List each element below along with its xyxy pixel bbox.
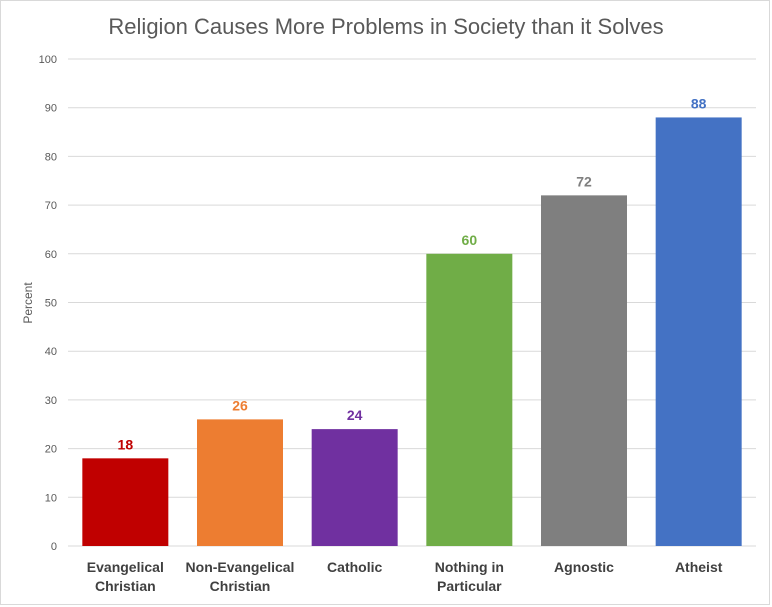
data-label: 72 (576, 173, 592, 189)
data-label: 18 (118, 436, 134, 452)
y-tick-label: 70 (45, 200, 57, 212)
y-tick-label: 60 (45, 249, 57, 261)
y-tick-label: 50 (45, 298, 57, 310)
bar (426, 253, 513, 547)
bar (311, 429, 398, 546)
x-tick-label: Nothing in (435, 559, 504, 575)
bar (82, 458, 169, 546)
y-tick-label: 20 (45, 444, 57, 456)
x-tick-label: Christian (95, 578, 156, 594)
x-tick-label: Catholic (327, 559, 382, 575)
bar (541, 195, 627, 547)
chart-title: Religion Causes More Problems in Society… (108, 14, 663, 39)
y-tick-label: 10 (45, 492, 57, 504)
x-tick-label: Christian (210, 578, 271, 594)
data-label: 60 (462, 232, 478, 248)
y-tick-label: 100 (39, 54, 57, 66)
y-tick-label: 30 (45, 395, 57, 407)
bar (655, 117, 742, 546)
data-label: 26 (232, 397, 248, 413)
y-tick-label: 90 (45, 103, 57, 115)
data-labels: 18 26 24 60 72 88 (118, 95, 707, 452)
bar (197, 419, 283, 546)
y-tick-label: 80 (45, 151, 57, 163)
y-tick-label: 40 (45, 346, 57, 358)
x-tick-label: Evangelical (87, 559, 164, 575)
y-axis-label: Percent (21, 282, 35, 324)
data-label: 24 (347, 407, 363, 423)
x-tick-label: Non-Evangelical (186, 559, 295, 575)
y-axis-ticks: 0 10 20 30 40 50 60 70 80 90 100 (39, 54, 57, 553)
x-tick-label: Agnostic (554, 559, 614, 575)
data-label: 88 (691, 95, 707, 111)
y-tick-label: 0 (51, 541, 57, 553)
bars (82, 117, 742, 547)
x-tick-label: Atheist (675, 559, 723, 575)
gridlines (68, 58, 756, 547)
x-axis-categories: Evangelical Christian Non-Evangelical Chris… (87, 559, 723, 594)
x-tick-label: Particular (437, 578, 502, 594)
